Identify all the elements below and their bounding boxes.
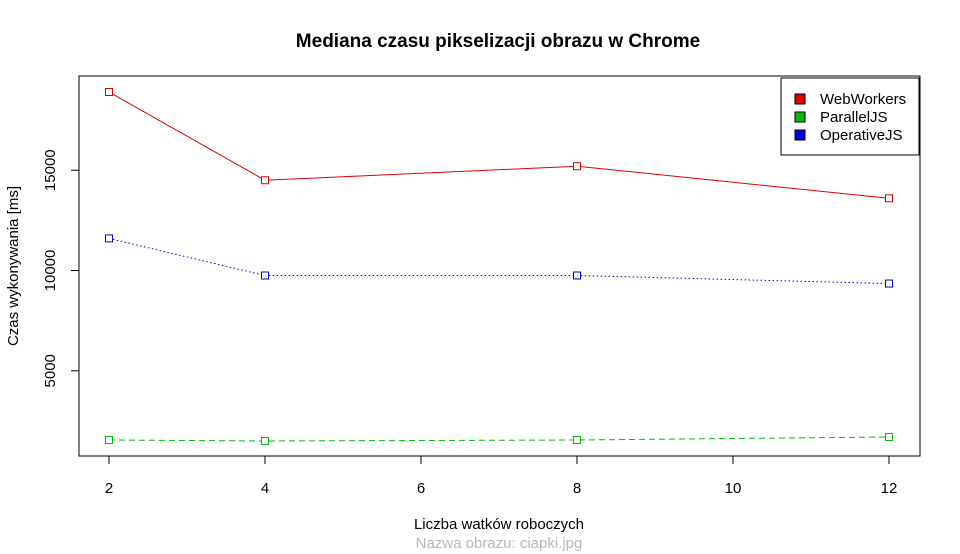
y-axis: 5000 10000 15000 — [42, 149, 80, 387]
y-tick-label: 10000 — [42, 250, 59, 292]
data-point-operativejs — [261, 271, 269, 280]
y-tick-label: 5000 — [42, 354, 59, 387]
data-point-operativejs — [105, 234, 113, 243]
series-line-operativejs — [108, 237, 890, 285]
legend-label: OperativeJS — [820, 127, 903, 144]
chart-title: Mediana czasu pikselizacji obrazu w Chro… — [296, 31, 700, 52]
data-point-paralleljs — [885, 432, 893, 441]
series-layer — [105, 88, 893, 445]
data-point-webworkers — [261, 176, 269, 185]
x-tick-label: 2 — [105, 480, 113, 497]
legend-label: ParallelJS — [820, 109, 888, 126]
x-axis-label: Liczba watków roboczych — [414, 516, 584, 533]
data-point-paralleljs — [105, 435, 113, 444]
data-point-webworkers — [885, 194, 893, 203]
data-point-paralleljs — [261, 437, 269, 445]
series-line-paralleljs — [108, 436, 890, 442]
data-point-operativejs — [573, 271, 581, 280]
series-line-webworkers — [108, 91, 890, 199]
x-tick-label: 10 — [725, 480, 742, 497]
legend-swatch — [794, 111, 806, 123]
data-point-paralleljs — [573, 435, 581, 444]
y-axis-label: Czas wykonywania [ms] — [5, 186, 22, 346]
legend-swatch — [794, 129, 806, 141]
data-point-webworkers — [105, 88, 113, 96]
legend-label: WebWorkers — [820, 91, 906, 108]
legend-swatch — [794, 93, 806, 105]
image-name-caption: Nazwa obrazu: ciapki.jpg — [416, 535, 583, 552]
x-axis: 2 4 6 8 10 12 — [105, 455, 898, 497]
data-point-webworkers — [573, 162, 581, 171]
x-tick-label: 6 — [417, 480, 425, 497]
x-tick-label: 8 — [573, 480, 581, 497]
x-tick-label: 12 — [881, 480, 898, 497]
x-tick-label: 4 — [261, 480, 269, 497]
data-point-operativejs — [885, 279, 893, 288]
y-tick-label: 15000 — [42, 149, 59, 191]
